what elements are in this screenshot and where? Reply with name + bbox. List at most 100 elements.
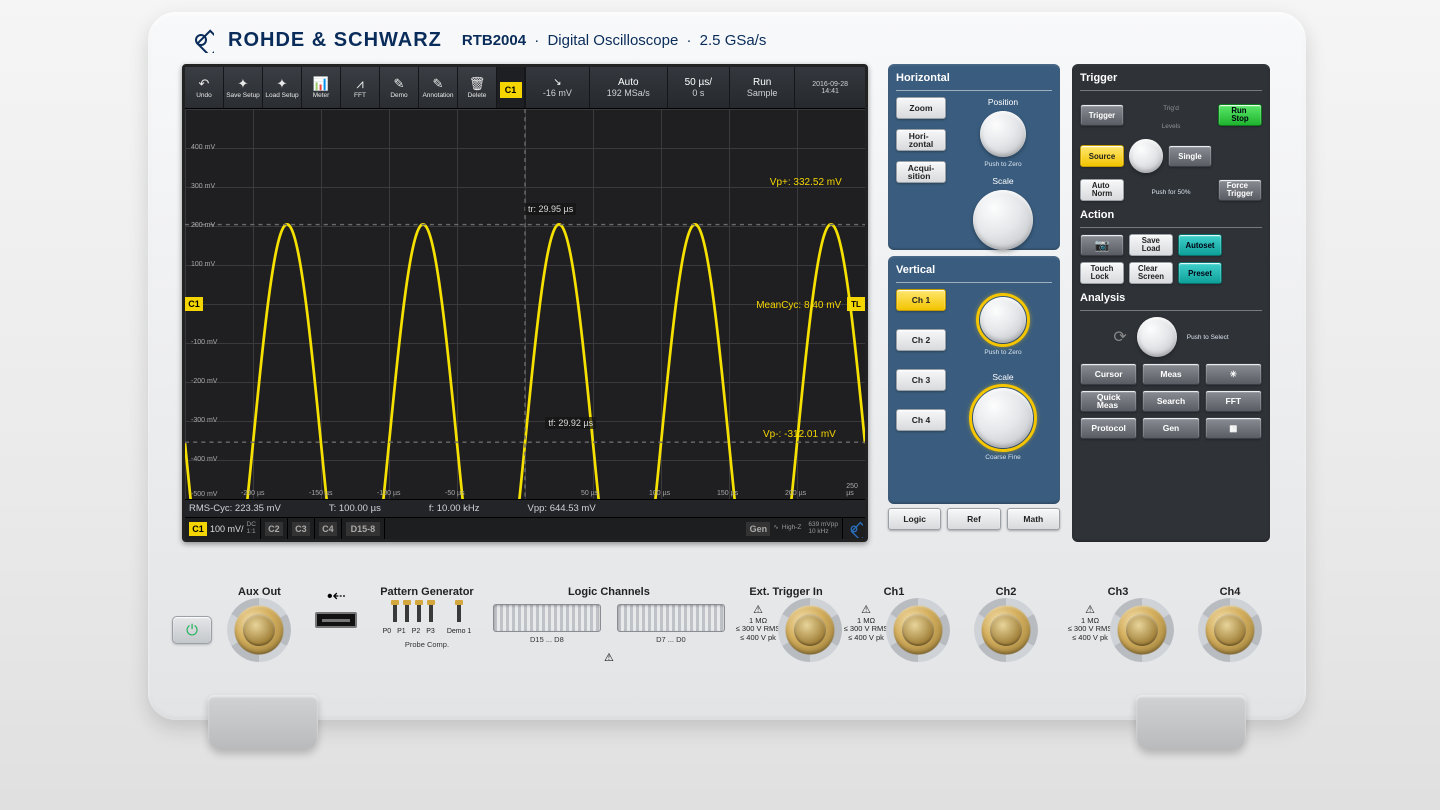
ch3-button[interactable]: Ch 3	[896, 369, 946, 391]
logic-connector-hi[interactable]	[493, 604, 601, 632]
ch1-bnc[interactable]	[892, 604, 944, 656]
toolbar-status[interactable]: Auto192 MSa/s	[589, 67, 667, 108]
action-section: Action 📷 Save Load Autoset Touch Lock Cl…	[1080, 209, 1262, 284]
screenshot-button[interactable]: 📷	[1080, 234, 1124, 256]
camera-icon: 📷	[1095, 238, 1110, 252]
ext-trigger-label: Ext. Trigger In	[749, 586, 822, 598]
x-axis-label: 100 µs	[649, 490, 670, 497]
analysis-cursor-button[interactable]: Cursor	[1080, 363, 1137, 385]
vertical-position-knob[interactable]	[980, 297, 1026, 343]
ch4-button[interactable]: Ch 4	[896, 409, 946, 431]
analysis-quickmeas-button[interactable]: Quick Meas	[1080, 390, 1137, 412]
power-button[interactable]: ⏻	[172, 616, 212, 644]
trigd-led: Trig'd	[1163, 105, 1179, 112]
toolbar-fft[interactable]: ⩘FFT	[341, 67, 380, 108]
rs-logo-icon	[843, 518, 865, 540]
waveform-plot[interactable]: C1 TL tr: 29.95 µs tf: 29.92 µs Vp+: 332…	[185, 109, 865, 499]
analysis-knob[interactable]	[1137, 317, 1177, 357]
run-stop-button[interactable]: Run Stop	[1218, 104, 1262, 126]
autoset-button[interactable]: Autoset	[1178, 234, 1222, 256]
toolbar-status[interactable]: 50 µs/0 s	[667, 67, 729, 108]
analysis--button[interactable]: ✳	[1205, 363, 1262, 385]
auto-norm-button[interactable]: Auto Norm	[1080, 179, 1124, 201]
trigger-button[interactable]: Trigger	[1080, 104, 1124, 126]
aux-out-bnc[interactable]	[233, 604, 285, 656]
trigger-level-knob[interactable]	[1129, 139, 1163, 173]
analysis-gen-button[interactable]: Gen	[1142, 417, 1199, 439]
force-trigger-button[interactable]: Force Trigger	[1218, 179, 1262, 201]
vertical-scale-knob[interactable]	[973, 388, 1033, 448]
screen-toolbar: ↶Undo✦Save Setup✦Load Setup📊Meter⩘FFT✎De…	[185, 67, 865, 109]
channel-slot-c2[interactable]: C2	[261, 518, 288, 539]
brand-name: ROHDE & SCHWARZ	[228, 29, 442, 52]
horizontal-scale-knob[interactable]	[973, 190, 1033, 250]
channel-slot-c4[interactable]: C4	[315, 518, 342, 539]
analysis-meas-button[interactable]: Meas	[1142, 363, 1199, 385]
toolbar-status[interactable]: ↘-16 mV	[525, 67, 589, 108]
y-axis-label: 100 mV	[191, 261, 215, 268]
channel-slot-gen[interactable]: Gen ∿ High-Z 639 mVpp 10 kHz	[742, 518, 843, 539]
toolbar-demo[interactable]: ✎Demo	[380, 67, 419, 108]
measurement-label: Vp+: 332.52 mV	[770, 177, 842, 188]
y-axis-label: -500 mV	[191, 491, 217, 498]
ch1-button[interactable]: Ch 1	[896, 289, 946, 311]
clear-screen-button[interactable]: Clear Screen	[1129, 262, 1173, 284]
power-icon: ⏻	[186, 622, 198, 639]
ch2-button[interactable]: Ch 2	[896, 329, 946, 351]
save-load-button[interactable]: Save Load	[1129, 234, 1173, 256]
toolbar-save-setup[interactable]: ✦Save Setup	[224, 67, 263, 108]
vscale-knob-label: Scale	[992, 372, 1013, 382]
brand-logo-icon	[188, 27, 214, 53]
analysis--button[interactable]: ▦	[1205, 417, 1262, 439]
pattern-gen-label: Pattern Generator	[380, 586, 474, 598]
display-screen: ↶Undo✦Save Setup✦Load Setup📊Meter⩘FFT✎De…	[182, 64, 868, 542]
channel-slot-digital[interactable]: D15-8	[342, 518, 385, 539]
usb-port[interactable]	[315, 612, 357, 628]
h-hori-zontal-button[interactable]: Hori- zontal	[896, 129, 946, 151]
ext-trigger-bnc[interactable]	[784, 604, 836, 656]
ch2-label: Ch2	[996, 586, 1017, 598]
logic-connector-lo[interactable]	[617, 604, 725, 632]
analysis-fft-button[interactable]: FFT	[1205, 390, 1262, 412]
toolbar-status[interactable]: RunSample	[729, 67, 794, 108]
ch3-label: Ch3	[1108, 586, 1129, 598]
analysis-protocol-button[interactable]: Protocol	[1080, 417, 1137, 439]
toolbar-delete[interactable]: 🗑Delete	[458, 67, 497, 108]
single-button[interactable]: Single	[1168, 145, 1212, 167]
preset-button[interactable]: Preset	[1178, 262, 1222, 284]
measurement-bar: RMS-Cyc: 223.35 mV T: 100.00 µs f: 10.00…	[185, 499, 865, 517]
position-knob[interactable]	[980, 111, 1026, 157]
trigger-source-button[interactable]: Source	[1080, 145, 1124, 167]
meas-freq: f: 10.00 kHz	[429, 503, 480, 514]
toolbar-c1-tag[interactable]: C1	[497, 67, 525, 108]
channel-slot-c1[interactable]: C1 100 mV/ DC 1:1	[185, 518, 261, 539]
ref-button[interactable]: Ref	[947, 508, 1000, 530]
channel-slot-c3[interactable]: C3	[288, 518, 315, 539]
toolbar-load-setup[interactable]: ✦Load Setup	[263, 67, 302, 108]
toolbar-datetime: 2016-09-2814:41	[794, 67, 865, 108]
toolbar-undo[interactable]: ↶Undo	[185, 67, 224, 108]
vertical-title: Vertical	[896, 264, 1052, 276]
y-axis-label: 400 mV	[191, 144, 215, 151]
logic-button[interactable]: Logic	[888, 508, 941, 530]
h-zoom-button[interactable]: Zoom	[896, 97, 946, 119]
toolbar-annotation[interactable]: ✎Annotation	[419, 67, 458, 108]
ch2-bnc[interactable]	[980, 604, 1032, 656]
toolbar-meter[interactable]: 📊Meter	[302, 67, 341, 108]
meas-vpp: Vpp: 644.53 mV	[528, 503, 596, 514]
h-acqui-sition-button[interactable]: Acqui- sition	[896, 161, 946, 183]
ch4-bnc[interactable]	[1204, 604, 1256, 656]
warning-icon: ⚠	[604, 651, 614, 664]
ext-trigger-spec: ⚠ 1 MΩ ≤ 300 V RMS ≤ 400 V pk	[736, 604, 781, 643]
y-axis-label: -400 mV	[191, 456, 217, 463]
math-button[interactable]: Math	[1007, 508, 1060, 530]
ch3-bnc[interactable]	[1116, 604, 1168, 656]
touch-lock-button[interactable]: Touch Lock	[1080, 262, 1124, 284]
x-axis-label: -150 µs	[309, 490, 333, 497]
position-knob-label: Position	[988, 97, 1018, 107]
cursor-rise-time: tr: 29.95 µs	[525, 203, 576, 215]
brand-model: RTB2004 · Digital Oscilloscope · 2.5 GSa…	[462, 32, 766, 49]
pattern-gen-pins[interactable]	[393, 604, 461, 622]
analysis-search-button[interactable]: Search	[1142, 390, 1199, 412]
ch1-label: Ch1	[884, 586, 905, 598]
